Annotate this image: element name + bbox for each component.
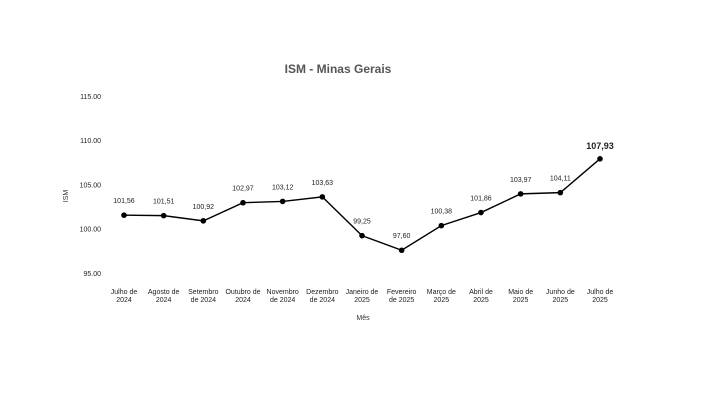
- data-point: [359, 232, 365, 239]
- x-tick-label: Março de 2025: [427, 289, 456, 304]
- data-point: [478, 209, 484, 216]
- data-label: 103,12: [272, 184, 294, 191]
- y-tick-label: 95.00: [83, 271, 101, 278]
- data-point: [160, 212, 167, 219]
- y-tick-label: 105.00: [80, 182, 102, 189]
- x-tick-label: Janeiro de 2025: [346, 289, 379, 304]
- x-tick-label: Setembro de 2024: [188, 289, 218, 304]
- data-point: [279, 198, 286, 205]
- data-label: 102,97: [232, 186, 254, 193]
- y-tick-label: 110.00: [80, 138, 101, 145]
- x-tick-label: Dezembro de 2024: [306, 289, 338, 304]
- x-tick-label: Abril de 2025: [469, 289, 493, 304]
- y-axis-label: ISM: [63, 190, 70, 203]
- chart-title: ISM - Minas Gerais: [285, 62, 392, 76]
- data-label: 99,25: [353, 219, 371, 226]
- x-tick-label: Novembro de 2024: [267, 289, 299, 304]
- data-point: [517, 191, 524, 197]
- x-tick-label: Julho de 2024: [111, 289, 138, 304]
- data-point: [398, 247, 405, 254]
- x-tick-label: Outubro de 2024: [225, 289, 260, 304]
- data-label: 104,11: [550, 176, 571, 183]
- data-label: 97,60: [393, 233, 411, 240]
- data-point: [319, 194, 326, 200]
- x-axis-label: Mês: [356, 315, 370, 322]
- x-tick-label: Maio de 2025: [508, 289, 533, 304]
- y-tick-label: 100.00: [80, 227, 102, 234]
- data-label: 101,56: [113, 198, 135, 205]
- data-label: 103,97: [510, 177, 532, 184]
- data-point: [200, 218, 207, 224]
- data-label: 107,93: [586, 141, 614, 151]
- data-point: [438, 222, 445, 229]
- data-point: [240, 199, 246, 206]
- data-point: [557, 189, 564, 196]
- x-tick-label: Julho de 2025: [587, 289, 614, 304]
- data-point: [121, 212, 127, 218]
- data-label: 101,51: [153, 199, 175, 206]
- x-tick-label: Fevereiro de 2025: [387, 289, 417, 304]
- y-tick-label: 115.00: [80, 94, 101, 101]
- data-point: [597, 156, 603, 162]
- data-label: 100,92: [193, 204, 215, 211]
- data-label: 101,86: [470, 196, 492, 203]
- data-label: 100,38: [431, 209, 453, 216]
- x-tick-label: Junho de 2025: [546, 289, 575, 304]
- x-tick-label: Agosto de 2024: [148, 289, 180, 304]
- data-label: 103,63: [312, 180, 334, 187]
